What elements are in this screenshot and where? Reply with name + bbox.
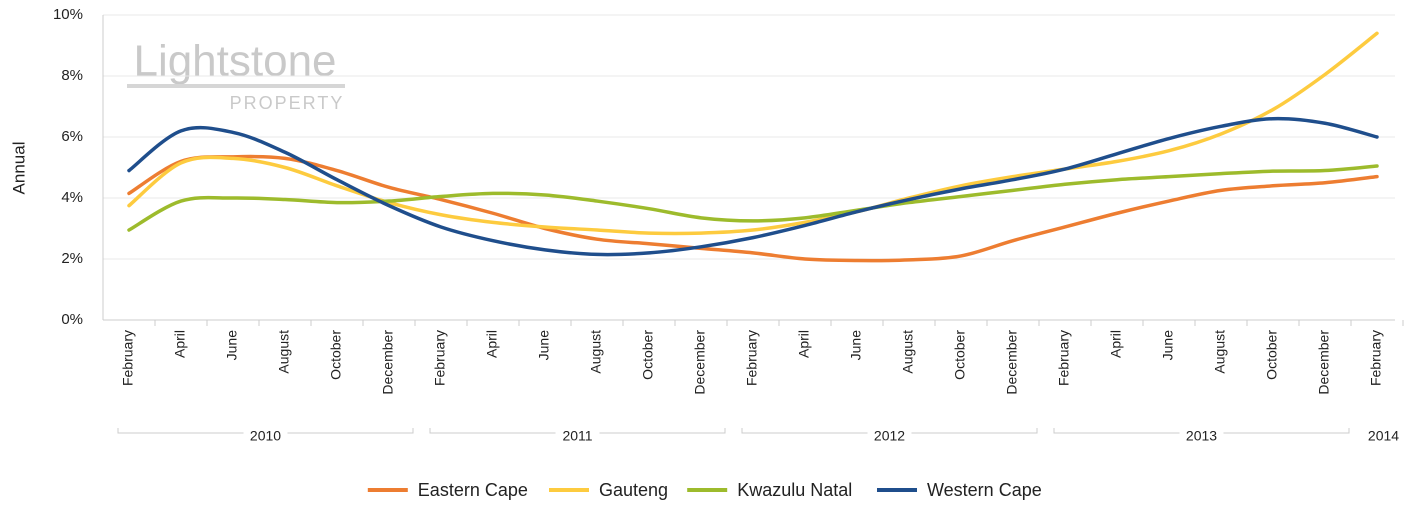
x-tick-label: February <box>744 330 760 386</box>
legend-item: Kwazulu Natal <box>687 480 852 500</box>
x-group-label-bg <box>555 424 600 442</box>
x-group-label-bg <box>243 424 288 442</box>
x-tick-label: October <box>640 330 656 380</box>
x-group: 2010 <box>117 424 414 444</box>
x-tick-label: December <box>380 330 396 395</box>
watermark: Lightstone PROPERTY <box>127 37 345 113</box>
x-group-label-bg <box>1179 424 1224 442</box>
x-tick-label: October <box>328 330 344 380</box>
legend-item: Western Cape <box>877 480 1042 500</box>
x-tick-label: April <box>796 330 812 358</box>
x-group: 2012 <box>741 424 1038 444</box>
series-line <box>127 164 1379 232</box>
x-group-label: 2012 <box>874 428 905 444</box>
legend-item: Gauteng <box>549 480 668 500</box>
series-line <box>127 116 1379 257</box>
x-tick-label: June <box>536 330 552 361</box>
x-tick-label: June <box>1160 330 1176 361</box>
legend-label: Western Cape <box>927 480 1042 500</box>
y-tick-label: 10% <box>53 6 83 23</box>
x-group-label: 2014 <box>1368 428 1399 444</box>
x-tick-label: June <box>848 330 864 361</box>
x-group-label: 2013 <box>1186 428 1217 444</box>
x-group: 2014 <box>1361 424 1406 444</box>
watermark-title: Lightstone <box>133 37 336 86</box>
legend-label: Kwazulu Natal <box>737 480 852 500</box>
x-group-label-bg <box>1361 424 1406 442</box>
x-tick-label: August <box>900 330 916 374</box>
x-tick-label: June <box>224 330 240 361</box>
legend-label: Eastern Cape <box>418 480 528 500</box>
x-tick-label: April <box>172 330 188 358</box>
y-tick-label: 4% <box>61 189 83 206</box>
y-tick-label: 0% <box>61 311 83 328</box>
x-group-label: 2011 <box>562 428 592 444</box>
x-tick-label: April <box>484 330 500 358</box>
x-tick-label: December <box>1316 330 1332 395</box>
y-axis-label: Annual <box>9 142 28 195</box>
x-group-label: 2010 <box>250 428 281 444</box>
series-line <box>127 31 1379 236</box>
series-line <box>127 154 1379 263</box>
x-tick-label: February <box>120 330 136 386</box>
x-tick-label: February <box>1368 330 1384 386</box>
x-tick-label: August <box>588 330 604 374</box>
x-tick-label: February <box>1056 330 1072 386</box>
x-tick-label: October <box>952 330 968 380</box>
x-tick-label: August <box>1212 330 1228 374</box>
x-group-label-bg <box>867 424 912 442</box>
x-group: 2013 <box>1053 424 1350 444</box>
legend: Eastern Cape Gauteng Kwazulu Natal Western … <box>367 480 1042 500</box>
x-tick-label: October <box>1264 330 1280 380</box>
x-tick-label: February <box>432 330 448 386</box>
y-tick-label: 6% <box>61 128 83 145</box>
legend-label: Gauteng <box>599 480 668 500</box>
y-tick-label: 2% <box>61 250 83 267</box>
watermark-rule <box>127 84 345 88</box>
x-tick-label: December <box>1004 330 1020 395</box>
x-tick-label: April <box>1108 330 1124 358</box>
x-group: 2011 <box>429 424 726 444</box>
watermark-subtitle: PROPERTY <box>230 93 345 113</box>
legend-item: Eastern Cape <box>367 480 528 500</box>
y-tick-label: 8% <box>61 67 83 84</box>
x-tick-label: August <box>276 330 292 374</box>
x-tick-label: December <box>692 330 708 395</box>
